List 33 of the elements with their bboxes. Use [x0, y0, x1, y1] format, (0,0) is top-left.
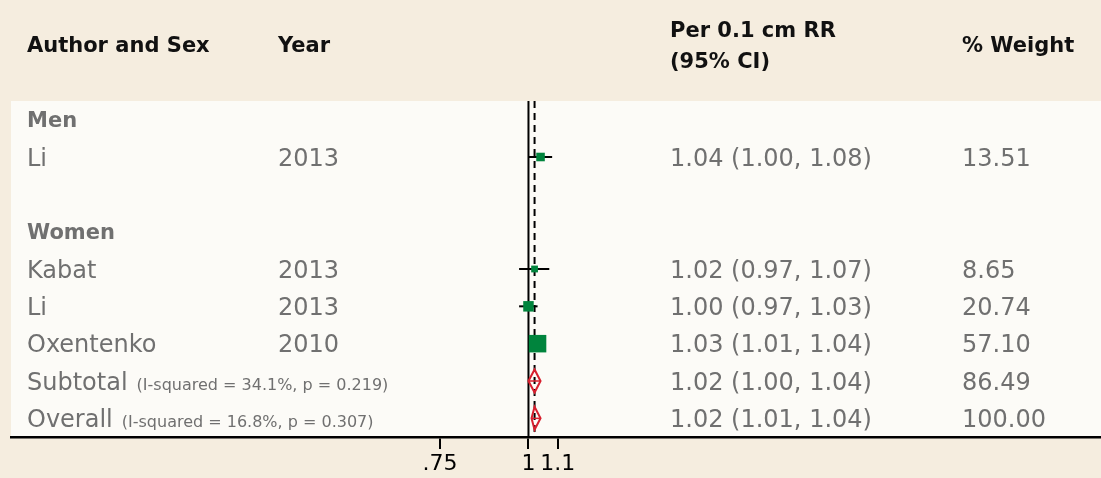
annotation: 8.65 [962, 255, 1016, 284]
y-tick-label: Oxentenko [27, 330, 157, 359]
annotation: 1.02 (0.97, 1.07) [670, 255, 872, 284]
text: % Weight [962, 33, 1075, 58]
y-axis-title: Author and Sex [27, 33, 211, 58]
y2-tick-label: 2013 [278, 255, 340, 284]
y-tick-label: Li [27, 143, 48, 172]
annotation: 1.00 (0.97, 1.03) [670, 293, 872, 322]
y2-tick-label: 2013 [278, 143, 340, 172]
annotation: 100.00 [962, 405, 1046, 434]
y-tick-label: Women [27, 220, 115, 245]
y2-tick-label: 2013 [278, 293, 340, 322]
x-tick-label: .75 [422, 449, 458, 475]
annotation: (I-squared = 16.8%, p = 0.307) [121, 412, 374, 432]
y2-tick-label: 2010 [278, 330, 340, 359]
text: Year [277, 33, 331, 58]
annotation: 1.02 (1.00, 1.04) [670, 367, 872, 396]
y-tick-label: Subtotal [27, 367, 128, 396]
annotation: 13.51 [962, 143, 1031, 172]
x-tick-label: 1 [521, 449, 536, 475]
text: Per 0.1 cm RR (95% CI) [670, 17, 836, 73]
annotation: 1.02 (1.01, 1.04) [670, 405, 872, 434]
annotation: 57.10 [962, 330, 1031, 359]
annotation: 86.49 [962, 367, 1031, 396]
annotation: 1.03 (1.01, 1.04) [670, 330, 872, 359]
y-tick-label: Li [27, 293, 48, 322]
annotation: 20.74 [962, 293, 1031, 322]
x-tick-label: 1.1 [540, 449, 576, 475]
annotation: 1.04 (1.00, 1.08) [670, 143, 872, 172]
annotation: (I-squared = 34.1%, p = 0.219) [136, 374, 389, 394]
y-tick-label: Overall [27, 405, 113, 434]
y-tick-label: Kabat [27, 255, 97, 284]
y-tick-label: Men [27, 108, 78, 133]
